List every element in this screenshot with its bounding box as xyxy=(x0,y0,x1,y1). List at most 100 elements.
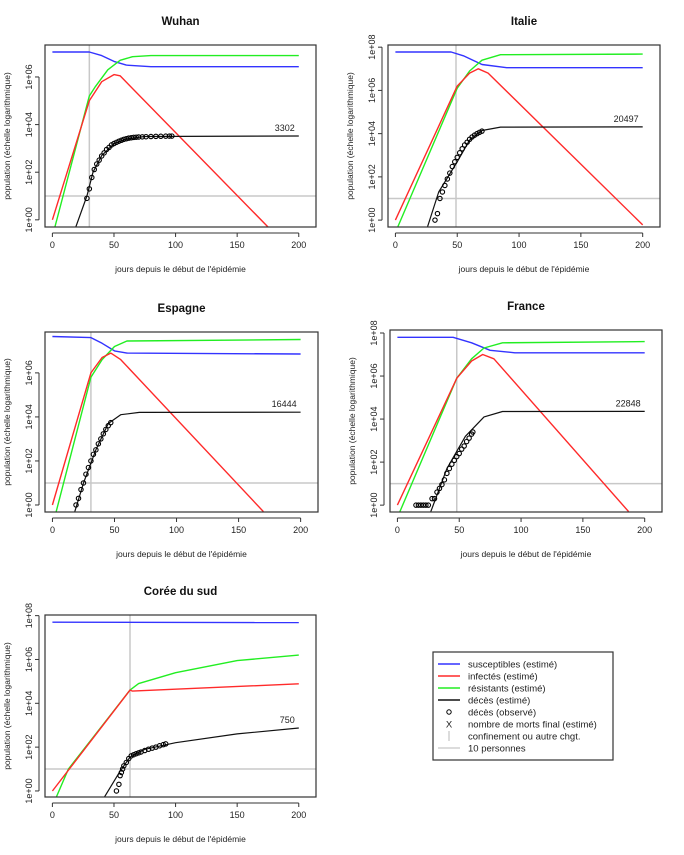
final-deaths-label: 750 xyxy=(280,715,295,725)
panel-title: Espagne xyxy=(158,303,206,315)
panel-espagne: Espagne 16444 0 50 100 150 200 jours depuis le … xyxy=(2,303,319,559)
legend-x-symbol: X xyxy=(446,720,453,731)
y-tick-label: 1e+00 xyxy=(24,778,34,803)
observed-death-point xyxy=(119,766,126,772)
observed-death-point xyxy=(456,450,462,457)
x-tick-label: 100 xyxy=(168,240,183,250)
observed-death-point xyxy=(116,781,122,788)
observed-death-point xyxy=(434,210,441,217)
observed-death-point xyxy=(84,195,90,202)
observed-death-point xyxy=(80,480,87,486)
legend-label: susceptibles (estimé) xyxy=(468,660,557,671)
x-axis-label: jours depuis le début de l'épidémie xyxy=(458,264,590,274)
final-deaths-label: 22848 xyxy=(616,398,641,408)
y-tick-label: 1e+08 xyxy=(367,35,377,60)
panel-title: France xyxy=(507,301,545,313)
observed-death-point xyxy=(444,176,451,182)
observed-death-point xyxy=(444,470,450,477)
observed-death-point xyxy=(162,741,169,747)
legend-item-infectes: infectés (estimé) xyxy=(438,672,538,683)
plot-area xyxy=(45,45,316,227)
y-axis-label: population (échelle logarithmique) xyxy=(345,72,355,200)
legend-label: nombre de morts final (estimé) xyxy=(468,720,597,731)
y-tick-label: 1e+00 xyxy=(367,207,377,232)
observed-death-point xyxy=(98,436,104,442)
plot-frame xyxy=(387,44,661,228)
y-tick-label: 1e+04 xyxy=(24,112,34,137)
observed-death-point xyxy=(449,461,455,467)
observed-death-point xyxy=(78,486,84,493)
series-susceptibles xyxy=(395,51,643,69)
observed-death-point xyxy=(100,431,107,437)
x-tick-label: 100 xyxy=(169,525,184,535)
series-susceptibles xyxy=(397,336,645,354)
x-tick-label: 200 xyxy=(291,810,306,820)
observed-death-point xyxy=(463,438,470,445)
x-tick-label: 0 xyxy=(50,525,55,535)
y-tick-label: 1e+00 xyxy=(24,492,34,517)
y-tick-label: 1e+02 xyxy=(369,449,379,474)
plot-frame xyxy=(44,44,317,228)
y-axis-label: population (échelle logarithmique) xyxy=(2,642,12,770)
y-tick-label: 1e+04 xyxy=(24,404,34,429)
observed-death-point xyxy=(88,458,94,464)
y-tick-label: 1e+02 xyxy=(24,734,34,759)
observed-death-point xyxy=(479,128,485,134)
legend-item-deces_obs: décès (observé) xyxy=(446,708,536,719)
legend-label: décès (estimé) xyxy=(468,696,530,707)
plot-area xyxy=(45,615,316,797)
panel-title: Corée du sud xyxy=(144,586,217,598)
legend-item-resistants: résistants (estimé) xyxy=(438,684,546,695)
x-tick-label: 100 xyxy=(512,240,527,250)
y-tick-label: 1e+00 xyxy=(24,207,34,232)
y-tick-label: 1e+06 xyxy=(24,647,34,672)
observed-death-point xyxy=(85,464,92,471)
observed-death-point xyxy=(466,435,472,441)
x-tick-label: 0 xyxy=(50,810,55,820)
x-tick-label: 50 xyxy=(109,240,119,250)
observed-death-point xyxy=(461,443,467,449)
observed-death-point xyxy=(169,133,175,139)
x-tick-label: 0 xyxy=(50,240,55,250)
y-axis-label: population (échelle logarithmique) xyxy=(2,72,12,200)
y-tick-label: 1e+06 xyxy=(24,360,34,385)
y-tick-label: 1e+00 xyxy=(369,493,379,518)
final-deaths-label: 20497 xyxy=(614,114,639,124)
x-tick-label: 200 xyxy=(291,240,306,250)
observed-death-point xyxy=(121,136,127,143)
observed-death-point xyxy=(93,161,100,167)
observed-death-point xyxy=(89,174,95,181)
y-axis-label: population (échelle logarithmique) xyxy=(2,358,12,486)
panel-italie: Italie 20497 0 50 100 150 200 jours depuis le d… xyxy=(345,16,661,274)
observed-death-point xyxy=(95,441,102,447)
legend-item-deces: décès (estimé) xyxy=(438,696,530,707)
x-axis-label: jours depuis le début de l'épidémie xyxy=(460,549,592,559)
observed-death-point xyxy=(446,465,453,472)
observed-death-point xyxy=(459,145,465,152)
legend-item-dix_personnes: 10 personnes xyxy=(438,744,526,755)
legend-label: confinement ou autre chgt. xyxy=(468,732,581,743)
observed-death-point xyxy=(75,495,82,502)
observed-death-point xyxy=(447,170,453,176)
y-tick-label: 1e+02 xyxy=(24,448,34,473)
observed-death-point xyxy=(451,457,458,464)
x-tick-label: 100 xyxy=(168,810,183,820)
series-deces xyxy=(74,411,301,512)
observed-death-point xyxy=(90,451,97,458)
y-tick-label: 1e+08 xyxy=(24,603,34,628)
x-tick-label: 200 xyxy=(635,240,650,250)
x-axis-label: jours depuis le début de l'épidémie xyxy=(114,264,246,274)
legend-label: décès (observé) xyxy=(468,708,536,719)
y-tick-label: 1e+02 xyxy=(24,160,34,185)
series-infectes xyxy=(51,73,269,227)
plot-frame xyxy=(44,331,319,513)
observed-death-point xyxy=(139,134,146,140)
observed-death-point xyxy=(108,419,114,426)
legend: susceptibles (estimé)infectés (estimé)ré… xyxy=(432,651,614,761)
panel-title: Wuhan xyxy=(161,16,199,28)
y-tick-label: 1e+04 xyxy=(367,121,377,146)
x-tick-label: 150 xyxy=(230,240,245,250)
panel-corée-du-sud: Corée du sud 750 0 50 100 150 200 jours depuis … xyxy=(2,586,317,844)
